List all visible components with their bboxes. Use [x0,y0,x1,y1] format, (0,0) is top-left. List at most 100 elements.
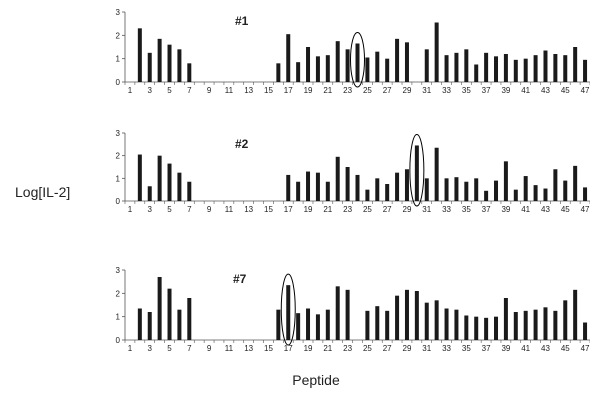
bar-peptide-45 [563,300,568,340]
bar-peptide-23 [345,49,350,82]
bar-peptide-2 [137,154,142,201]
bar-peptide-36 [474,64,479,82]
bar-peptide-44 [553,54,558,82]
bar-peptide-43 [543,307,548,340]
bar-peptide-41 [523,176,528,201]
bar-peptide-6 [177,49,182,82]
x-tick-label: 39 [501,205,510,214]
x-tick-label: 39 [501,344,510,353]
bar-peptide-40 [513,189,518,201]
x-tick-label: 5 [167,86,172,95]
bar-peptide-42 [533,55,538,82]
y-axis-label: Log[IL-2] [15,184,70,200]
x-tick-label: 35 [462,86,471,95]
bar-peptide-29 [404,169,409,201]
bar-peptide-47 [583,59,588,82]
highlight-ellipse [409,133,425,207]
bar-peptide-4 [157,277,162,340]
bar-peptide-34 [454,177,459,201]
bar-peptide-34 [454,52,459,82]
x-tick-label: 25 [363,344,372,353]
bar-peptide-47 [583,187,588,201]
bar-peptide-17 [286,34,291,82]
bar-peptide-24 [355,174,360,201]
bar-peptide-38 [494,316,499,340]
bar-peptide-7 [187,181,192,201]
bar-peptide-2 [137,28,142,82]
x-tick-label: 27 [383,344,392,353]
x-tick-label: 37 [482,86,491,95]
bar-peptide-41 [523,58,528,82]
bar-peptide-7 [187,298,192,340]
bar-peptide-22 [335,156,340,201]
x-tick-label: 17 [284,205,293,214]
bar-peptide-31 [424,178,429,201]
bar-peptide-38 [494,180,499,201]
highlight-ellipse [280,273,296,346]
bar-peptide-21 [325,55,330,82]
bar-peptide-30 [414,291,419,340]
bar-peptide-46 [573,47,578,82]
bar-peptide-26 [375,51,380,82]
x-tick-label: 25 [363,86,372,95]
x-tick-label: 25 [363,205,372,214]
bar-peptide-21 [325,309,330,340]
x-tick-label: 23 [343,205,352,214]
chart-title: #2 [235,137,249,151]
bar-peptide-41 [523,310,528,340]
x-tick-label: 43 [541,344,550,353]
x-tick-label: 13 [244,86,253,95]
bar-peptide-3 [147,312,152,340]
bar-peptide-45 [563,55,568,82]
bar-peptide-18 [296,181,301,201]
x-tick-label: 47 [581,344,590,353]
x-tick-label: 5 [167,205,172,214]
bar-peptide-29 [404,42,409,82]
bar-peptide-17 [286,285,291,340]
bar-peptide-25 [365,189,370,201]
bar-peptide-3 [147,52,152,82]
x-tick-label: 15 [264,205,273,214]
x-tick-label: 5 [167,344,172,353]
bar-peptide-32 [434,147,439,201]
bar-peptide-32 [434,300,439,340]
x-tick-label: 1 [128,344,133,353]
bar-peptide-43 [543,188,548,201]
x-tick-label: 31 [422,205,431,214]
y-tick-label: 2 [116,31,121,40]
x-tick-label: 29 [403,86,412,95]
x-tick-label: 45 [561,205,570,214]
x-tick-label: 27 [383,205,392,214]
bar-peptide-37 [484,190,489,201]
y-tick-label: 1 [116,55,121,64]
bar-peptide-5 [167,288,172,340]
x-tick-label: 7 [187,205,192,214]
bar-peptide-44 [553,310,558,340]
x-tick-label: 13 [244,205,253,214]
bar-peptide-31 [424,302,429,340]
chart-title: #7 [233,272,247,286]
x-tick-label: 13 [244,344,253,353]
x-tick-label: 39 [501,86,510,95]
bar-peptide-46 [573,289,578,340]
x-tick-label: 33 [442,205,451,214]
bar-peptide-44 [553,169,558,201]
bar-peptide-19 [306,47,311,82]
x-tick-label: 35 [462,344,471,353]
chart-title: #1 [235,14,249,28]
bar-peptide-26 [375,178,380,201]
bar-peptide-24 [355,43,360,82]
x-tick-label: 15 [264,86,273,95]
bar-peptide-35 [464,315,469,340]
bar-peptide-27 [385,310,390,340]
bar-peptide-3 [147,186,152,201]
bar-peptide-17 [286,174,291,201]
bar-peptide-19 [306,171,311,201]
bar-peptide-5 [167,163,172,201]
bar-peptide-28 [395,295,400,340]
y-tick-label: 2 [116,152,121,161]
bar-peptide-2 [137,308,142,340]
bar-peptide-5 [167,44,172,82]
